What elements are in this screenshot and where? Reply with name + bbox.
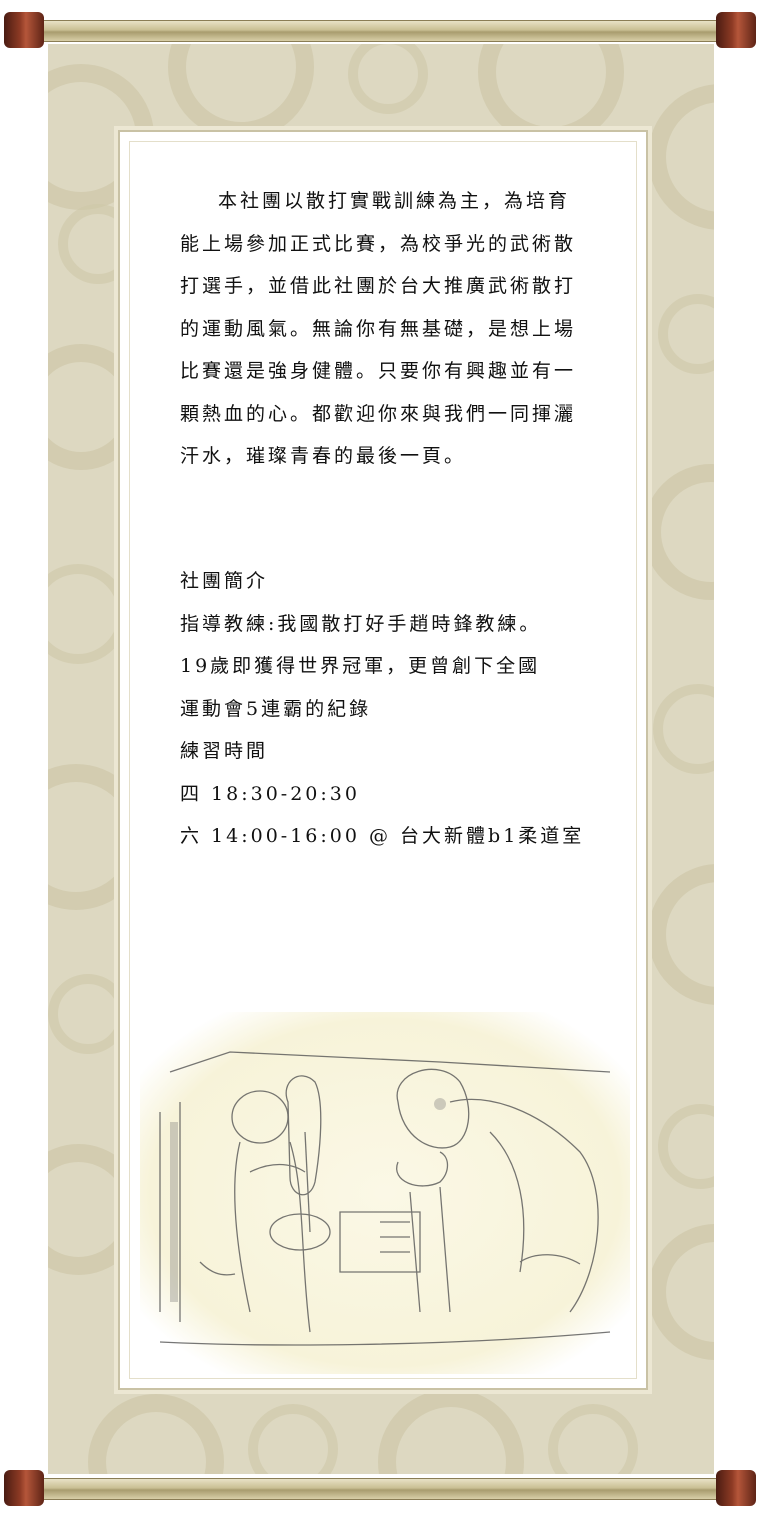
scroll-top-rod xyxy=(0,12,760,48)
coach-line: 指導教練:我國散打好手趙時鋒教練。 xyxy=(180,612,542,635)
rod-bar xyxy=(28,1478,732,1500)
swirl-pattern xyxy=(653,684,714,774)
swirl-pattern xyxy=(648,84,714,230)
swirl-pattern xyxy=(548,1404,638,1474)
panel-border xyxy=(129,141,637,1379)
schedule-saturday: 六 14:00-16:00 @ 台大新體b1柔道室 xyxy=(180,825,585,847)
schedule-heading: 練習時間 xyxy=(180,740,269,762)
sparring-sketch-illustration xyxy=(140,1012,630,1374)
intro-paragraph: 本社團以散打實戰訓練為主，為培育能上場參加正式比賽，為校爭光的武術散打選手，並借… xyxy=(180,190,577,467)
coach-line: 19歲即獲得世界冠軍，更曾創下全國 xyxy=(180,655,541,677)
schedule-thursday: 四 18:30-20:30 xyxy=(180,782,360,805)
rod-cap-left xyxy=(4,1470,44,1506)
swirl-pattern xyxy=(48,974,128,1054)
swirl-pattern xyxy=(658,294,714,374)
rod-cap-right xyxy=(716,12,756,48)
intro-text: 本社團以散打實戰訓練為主，為培育能上場參加正式比賽，為校爭光的武術散打選手，並借… xyxy=(180,180,580,478)
swirl-pattern xyxy=(643,464,714,600)
swirl-pattern xyxy=(648,1224,714,1360)
swirl-pattern xyxy=(478,44,624,145)
swirl-pattern xyxy=(348,44,428,114)
info-heading: 社團簡介 xyxy=(180,570,269,592)
swirl-pattern xyxy=(48,564,128,664)
swirl-pattern xyxy=(648,864,714,1005)
swirl-pattern xyxy=(88,1394,224,1474)
rod-cap-left xyxy=(4,12,44,48)
club-info: 社團簡介 指導教練:我國散打好手趙時鋒教練。 19歲即獲得世界冠軍，更曾創下全國… xyxy=(180,560,585,858)
scroll-bottom-rod xyxy=(0,1470,760,1506)
swirl-pattern xyxy=(378,1389,524,1474)
rod-cap-right xyxy=(716,1470,756,1506)
swirl-pattern xyxy=(168,44,314,140)
coach-line: 運動會5連霸的紀錄 xyxy=(180,697,372,720)
swirl-pattern xyxy=(658,1104,714,1189)
swirl-pattern xyxy=(248,1404,338,1474)
rod-bar xyxy=(28,20,732,42)
